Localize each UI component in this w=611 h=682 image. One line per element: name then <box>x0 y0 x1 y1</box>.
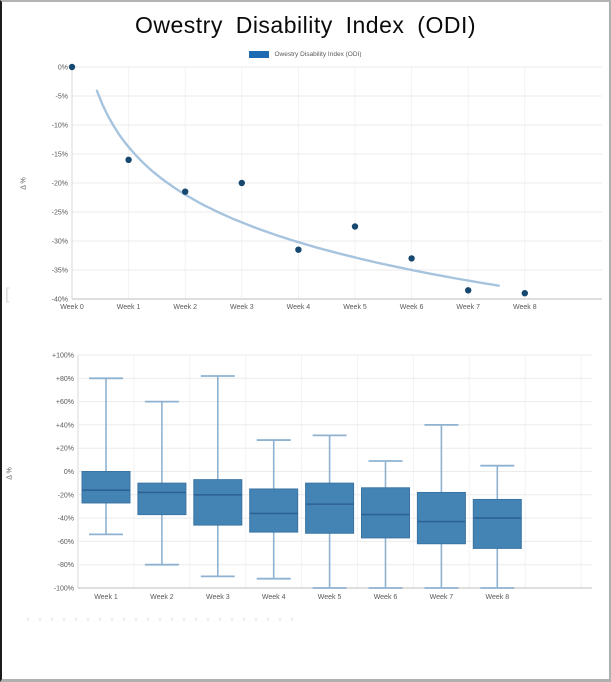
x-tick-label: Week 4 <box>262 594 286 601</box>
box <box>81 471 131 504</box>
y-tick-label: 0% <box>58 65 68 72</box>
x-tick-label: Week 0 <box>60 304 84 311</box>
y-tick-label: -60% <box>58 539 74 546</box>
x-tick-label: Week 5 <box>343 304 367 311</box>
x-tick-label: Week 4 <box>287 304 311 311</box>
box <box>472 498 522 549</box>
legend-swatch <box>249 51 270 58</box>
box <box>249 488 299 533</box>
box <box>416 491 466 545</box>
box <box>361 487 410 539</box>
scatter-point <box>68 63 76 71</box>
y-tick-label: +60% <box>56 399 74 406</box>
y-tick-label: -80% <box>58 562 74 569</box>
y-tick-label: -20% <box>52 181 68 188</box>
scatter-chart: Week 0 Week 1 Week 2 Week 3 Week 4 Week 5 Week… <box>52 63 602 311</box>
x-tick-label: Week 7 <box>456 304 480 311</box>
y-tick-label: -10% <box>52 123 68 130</box>
x-tick-label: Week 1 <box>117 304 141 311</box>
y-tick-label: -30% <box>52 239 68 246</box>
x-tick-label: Week 3 <box>206 594 230 601</box>
x-tick-label: Week 1 <box>94 594 118 601</box>
legend-label: Owestry Disability Index (ODI) <box>274 51 362 58</box>
y-tick-label: +100% <box>52 353 74 360</box>
chart-legend: Owestry Disability Index (ODI) <box>2 51 609 58</box>
y-tick-label: -20% <box>58 492 74 499</box>
y-tick-label: +40% <box>56 422 74 429</box>
boxplot-y-axis-label: Δ % <box>6 467 14 480</box>
x-tick-label: Week 8 <box>513 304 537 311</box>
y-tick-label: -25% <box>52 210 68 217</box>
scatter-point <box>351 223 359 230</box>
faint-caption-artifact <box>27 618 297 621</box>
x-tick-label: Week 5 <box>318 594 342 601</box>
x-tick-label: Week 6 <box>400 304 424 311</box>
y-tick-label: -35% <box>52 268 68 275</box>
scatter-y-axis-label: Δ % <box>20 177 28 190</box>
x-tick-label: Week 7 <box>430 594 454 601</box>
x-tick-label: Week 6 <box>374 594 398 601</box>
x-tick-label: Week 8 <box>485 594 509 601</box>
y-tick-label: 0% <box>64 469 74 476</box>
scatter-point <box>125 156 132 163</box>
box <box>193 479 243 526</box>
y-tick-label: -40% <box>58 516 74 523</box>
scatter-point <box>295 246 302 253</box>
scatter-point <box>521 290 528 297</box>
boxplot-chart: +100% +80% +60% +40% +20% 0% -20% -40% -60% -80% -… <box>52 353 592 601</box>
faint-bracket-artifact: [ <box>5 286 10 303</box>
y-tick-label: +80% <box>56 376 74 383</box>
scatter-point <box>238 179 245 187</box>
y-tick-label: -15% <box>52 152 68 159</box>
x-tick-label: Week 2 <box>150 594 174 601</box>
scatter-point <box>182 188 189 195</box>
y-tick-label: -100% <box>54 586 74 593</box>
scatter-point <box>465 287 472 294</box>
box <box>137 482 187 516</box>
scatter-point <box>408 255 415 262</box>
y-tick-label: -40% <box>52 297 68 304</box>
y-tick-label: -5% <box>56 94 68 101</box>
trend-line <box>95 89 500 287</box>
box <box>305 482 355 534</box>
page-title: Owestry Disability Index (ODI) <box>134 12 476 38</box>
y-tick-label: +20% <box>56 446 74 453</box>
x-tick-label: Week 2 <box>173 304 197 311</box>
x-tick-label: Week 3 <box>230 304 254 311</box>
